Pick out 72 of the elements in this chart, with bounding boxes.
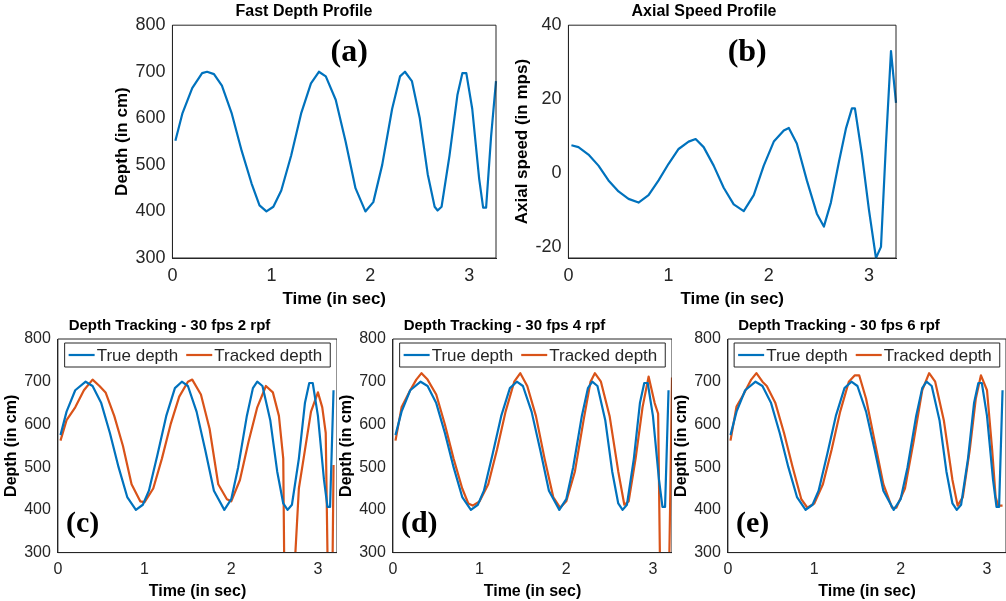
x-axis-title: Time (in sec) <box>282 289 387 309</box>
x-axis-title: Time (in sec) <box>483 581 582 599</box>
y-tick-label: 40 <box>541 14 562 35</box>
y-tick-label: 600 <box>24 414 51 432</box>
y-tick-label: 700 <box>24 372 51 390</box>
annotation: (e) <box>735 505 770 540</box>
x-tick-label: 2 <box>896 559 906 577</box>
legend-label: Tracked depth <box>214 345 323 365</box>
legend-label: Tracked depth <box>883 345 992 365</box>
y-tick-label: 700 <box>359 372 386 390</box>
x-tick-label: 1 <box>266 264 277 285</box>
x-tick-label: 3 <box>982 559 992 577</box>
x-tick-label: 3 <box>863 264 874 285</box>
legend-label: Tracked depth <box>549 345 658 365</box>
y-tick-label: 300 <box>24 543 51 561</box>
x-tick-label: 1 <box>475 559 485 577</box>
x-tick-label: 2 <box>226 559 236 577</box>
y-tick-label: 500 <box>694 457 721 475</box>
y-axis-title: Depth (in cm) <box>337 394 355 497</box>
y-tick-label: 300 <box>694 543 721 561</box>
y-tick-label: 500 <box>359 457 386 475</box>
y-tick-label: 800 <box>135 14 166 35</box>
y-tick-label: 400 <box>24 500 51 518</box>
x-tick-label: 3 <box>313 559 323 577</box>
x-tick-label: 2 <box>763 264 774 285</box>
annotation: (a) <box>330 32 368 69</box>
legend-label: True depth <box>96 345 179 365</box>
y-tick-label: 300 <box>359 543 386 561</box>
y-tick-label: 400 <box>359 500 386 518</box>
y-tick-label: 600 <box>359 414 386 432</box>
chart-title: Fast Depth Profile <box>235 2 373 20</box>
y-tick-label: 0 <box>551 161 562 182</box>
y-tick-label: 20 <box>541 88 562 109</box>
x-tick-label: 1 <box>809 559 819 577</box>
chart-title: Depth Tracking - 30 fps 2 rpf <box>68 316 272 334</box>
chart-title: Depth Tracking - 30 fps 6 rpf <box>738 316 941 334</box>
x-axis-title: Time (in sec) <box>680 289 785 309</box>
y-tick-label: -20 <box>535 235 562 256</box>
y-tick-label: 400 <box>694 500 721 518</box>
y-tick-label: 600 <box>135 107 166 128</box>
y-tick-label: 700 <box>135 60 166 81</box>
y-tick-label: 700 <box>694 372 721 390</box>
x-tick-label: 1 <box>140 559 150 577</box>
annotation: (d) <box>400 505 438 540</box>
y-tick-label: 300 <box>135 246 166 267</box>
y-tick-label: 800 <box>694 329 721 347</box>
y-tick-label: 500 <box>135 153 166 174</box>
y-axis-title: Axial speed (in mps) <box>511 58 531 225</box>
x-tick-label: 3 <box>464 264 475 285</box>
y-tick-label: 500 <box>24 457 51 475</box>
y-axis-title: Depth (in cm) <box>111 87 131 196</box>
x-tick-label: 0 <box>53 559 63 577</box>
annotation: (c) <box>65 505 100 540</box>
y-tick-label: 800 <box>24 329 51 347</box>
chart-title: Axial Speed Profile <box>631 2 777 20</box>
y-tick-label: 600 <box>694 414 721 432</box>
x-tick-label: 2 <box>365 264 376 285</box>
y-tick-label: 800 <box>359 329 386 347</box>
x-tick-label: 1 <box>663 264 674 285</box>
chart-title: Depth Tracking - 30 fps 4 rpf <box>403 316 607 334</box>
x-tick-label: 2 <box>561 559 571 577</box>
x-tick-label: 0 <box>388 559 398 577</box>
legend-label: True depth <box>766 345 848 365</box>
y-tick-label: 400 <box>135 200 166 221</box>
y-axis-title: Depth (in cm) <box>672 394 690 497</box>
legend-label: True depth <box>431 345 514 365</box>
x-axis-title: Time (in sec) <box>148 581 247 599</box>
annotation: (b) <box>727 32 767 69</box>
x-tick-label: 0 <box>723 559 733 577</box>
x-axis-title: Time (in sec) <box>818 581 916 599</box>
y-axis-title: Depth (in cm) <box>2 394 20 497</box>
x-tick-label: 3 <box>648 559 658 577</box>
